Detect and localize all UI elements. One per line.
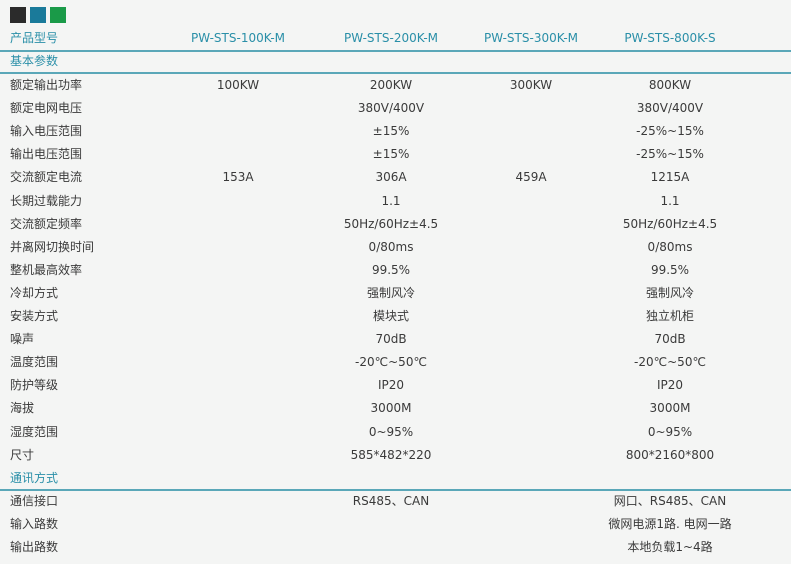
spec-row: 安装方式 模块式 独立机柜 [0,305,791,328]
row-label: 输入电压范围 [10,124,83,139]
spec-row: 噪声 70dB 70dB [0,328,791,351]
section-basic: 基本参数 [0,50,791,73]
spec-row: 输入电压范围 ±15% -25%~15% [0,120,791,143]
row-label: 输入路数 [10,517,59,531]
cell-c4: 本地负载1~4路 [627,540,713,554]
row-label: 通信接口 [10,494,59,508]
cell-c4: 3000M [649,401,691,416]
spec-row: 尺寸 585*482*220 800*2160*800 [0,444,791,467]
header-row: 产品型号 PW-STS-100K-M PW-STS-200K-M PW-STS-… [0,27,791,50]
row-label: 交流额定电流 [10,170,83,185]
cell-c4: 0~95% [647,424,693,439]
row-label: 噪声 [10,332,35,347]
section-comm: 通讯方式 [0,467,791,490]
section-title: 通讯方式 [10,471,59,485]
row-label: 长期过载能力 [10,193,83,208]
row-label: 整机最高效率 [10,262,83,277]
spec-row: 输入路数 微网电源1路. 电网一路 [0,513,791,536]
cell-c4: IP20 [656,378,684,393]
spec-row: 防护等级 IP20 IP20 [0,374,791,397]
spec-row: 冷却方式 强制风冷 强制风冷 [0,282,791,305]
cell-c4: -25%~15% [636,147,704,162]
spec-row: 输出电压范围 ±15% -25%~15% [0,143,791,166]
row-label: 防护等级 [10,378,59,393]
spec-row: 整机最高效率 99.5% 99.5% [0,259,791,282]
header-label: 产品型号 [10,31,59,45]
cell-c2: 0/80ms [368,239,414,254]
cell-c2: 99.5% [371,262,411,277]
row-label: 交流额定频率 [10,216,83,231]
cell-c3: 300KW [509,78,553,92]
section-title: 基本参数 [10,54,59,68]
swatch-dark [10,7,26,23]
cell-c2: 强制风冷 [366,285,416,300]
row-label: 湿度范围 [10,424,59,439]
row-label: 并离网切换时间 [10,239,95,254]
cell-c2: -20℃~50℃ [355,355,427,370]
row-label: 输出电压范围 [10,147,83,162]
cell-c4: 网口、RS485、CAN [613,494,727,508]
cell-c1: 153A [222,170,254,185]
cell-c2: 0~95% [368,424,414,439]
cell-c4: 强制风冷 [645,285,695,300]
cell-c4: 50Hz/60Hz±4.5 [622,216,718,231]
cell-c2: 70dB [375,332,407,347]
spec-row: 海拔 3000M 3000M [0,397,791,420]
row-label: 冷却方式 [10,285,59,300]
row-label: 额定电网电压 [10,101,83,116]
divider [0,50,791,52]
cell-c2: ±15% [372,147,410,162]
spec-row: 输出路数 本地负载1~4路 [0,536,791,559]
cell-c2: 200KW [369,78,413,92]
cell-c4: 0/80ms [647,239,693,254]
cell-c2: IP20 [377,378,405,393]
cell-c3: 459A [515,170,547,185]
cell-c4: 800*2160*800 [625,447,715,462]
row-label: 温度范围 [10,355,59,370]
cell-c2: 50Hz/60Hz±4.5 [343,216,439,231]
model-1: PW-STS-100K-M [190,31,286,45]
row-label: 尺寸 [10,447,35,462]
swatch-blue [30,7,46,23]
row-label: 输出路数 [10,540,59,554]
model-2: PW-STS-200K-M [343,31,439,45]
cell-c4: 1.1 [660,193,680,208]
cell-c4: 微网电源1路. 电网一路 [608,517,732,531]
swatch-green [50,7,66,23]
cell-c4: 800KW [648,78,692,92]
row-label: 安装方式 [10,309,59,323]
spec-row: 并离网切换时间 0/80ms 0/80ms [0,236,791,259]
cell-c4: -25%~15% [636,124,704,139]
cell-c2: 585*482*220 [350,447,432,462]
cell-c4: -20℃~50℃ [634,355,706,370]
cell-c4: 1215A [650,170,690,185]
spec-row: 交流额定频率 50Hz/60Hz±4.5 50Hz/60Hz±4.5 [0,213,791,236]
cell-c4: 独立机柜 [645,309,695,323]
spec-row: 长期过载能力 1.1 1.1 [0,190,791,213]
cell-c2: RS485、CAN [352,494,430,508]
model-4: PW-STS-800K-S [624,31,716,45]
cell-c2: 3000M [370,401,412,416]
row-label: 海拔 [10,401,35,416]
divider [0,72,791,74]
spec-row: 交流额定电流 153A 306A 459A 1215A [0,166,791,189]
cell-c2: 模块式 [372,309,410,323]
cell-c4: 99.5% [650,262,690,277]
cell-c2: 380V/400V [357,101,425,116]
spec-row: 额定电网电压 380V/400V 380V/400V [0,97,791,120]
cell-c4: 380V/400V [636,101,704,116]
cell-c4: 70dB [654,332,686,347]
model-3: PW-STS-300K-M [483,31,579,45]
spec-row: 通信接口 RS485、CAN 网口、RS485、CAN [0,490,791,513]
cell-c2: ±15% [372,124,410,139]
spec-row: 湿度范围 0~95% 0~95% [0,421,791,444]
cell-c1: 100KW [216,78,260,92]
cell-c2: 306A [375,170,407,185]
cell-c2: 1.1 [381,193,401,208]
divider [0,489,791,491]
row-label: 额定输出功率 [10,78,83,92]
spec-row: 额定输出功率 100KW 200KW 300KW 800KW [0,74,791,97]
spec-row: 温度范围 -20℃~50℃ -20℃~50℃ [0,351,791,374]
